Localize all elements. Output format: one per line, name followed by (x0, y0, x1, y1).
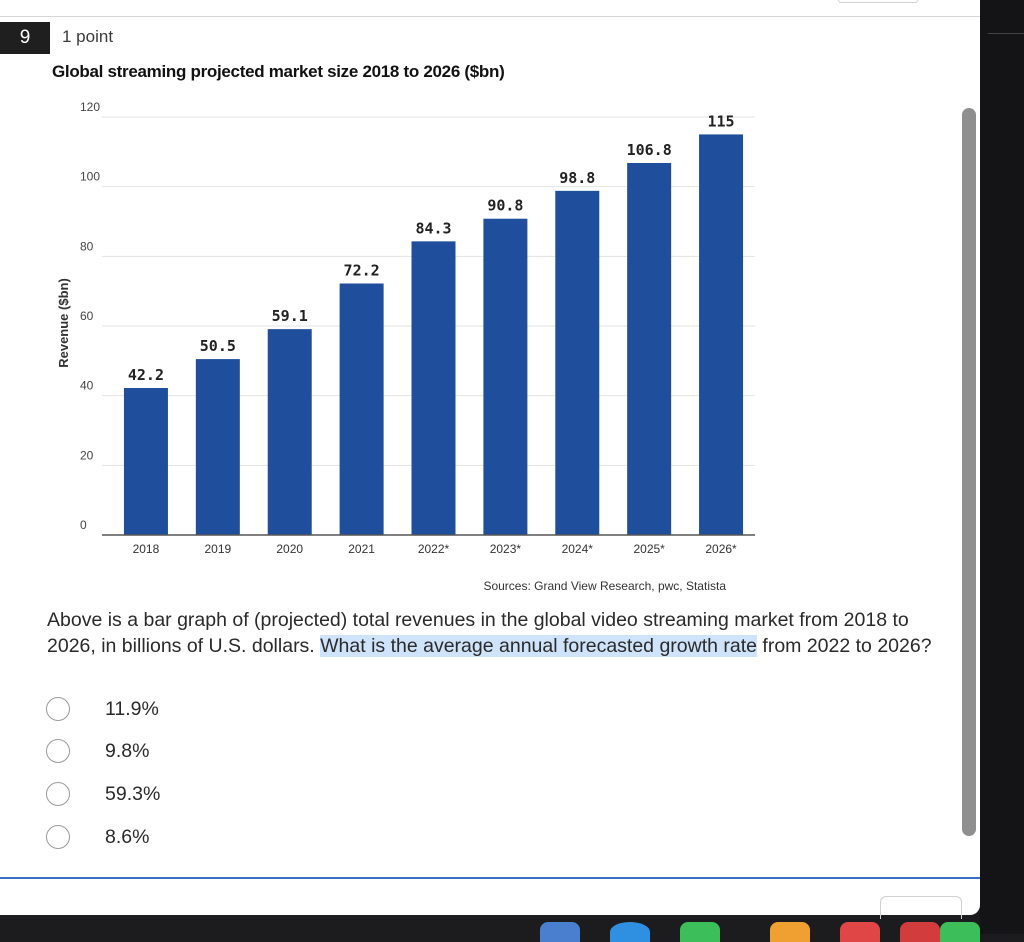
dock-app-icon[interactable] (900, 922, 940, 942)
bottom-tab[interactable] (880, 896, 962, 919)
x-tick-label: 2025* (633, 542, 665, 556)
question-text-before: Above is a bar graph of (projected) tota… (47, 609, 909, 657)
bar-value-label: 98.8 (559, 169, 595, 187)
chart-bars (123, 134, 744, 536)
bar-2020 (267, 329, 312, 535)
radio-button[interactable] (46, 825, 70, 849)
question-number-badge: 9 (0, 22, 50, 54)
answer-option-label: 59.3% (105, 782, 161, 805)
answer-option-1[interactable]: 11.9% (46, 694, 159, 724)
x-tick-label: 2019 (204, 542, 231, 556)
right-panel-divider (988, 33, 1024, 34)
bar-2026 (699, 134, 744, 535)
scrollbar-thumb[interactable] (962, 108, 976, 836)
dock-app-icon[interactable] (840, 922, 880, 942)
bar-2024 (555, 190, 600, 535)
chart-title: Global streaming projected market size 2… (52, 62, 505, 81)
x-axis-ticks: 2018 2019 2020 2021 2022* 2023* 2024* 2025* 2026… (133, 542, 737, 556)
chart-source: Sources: Grand View Research, pwc, Stati… (483, 579, 726, 593)
bar-value-label: 42.2 (128, 366, 164, 384)
bar-value-label: 115 (708, 112, 735, 130)
dock-app-icon[interactable] (610, 922, 650, 942)
answer-option-label: 11.9% (105, 697, 159, 720)
bar-2023 (483, 218, 528, 536)
radio-button[interactable] (46, 782, 70, 806)
question-bottom-divider (0, 877, 980, 879)
x-tick-label: 2020 (276, 542, 303, 556)
y-tick-label: 0 (80, 518, 87, 532)
dock (540, 918, 980, 942)
right-window-edge (980, 0, 1024, 934)
answer-option-label: 8.6% (105, 825, 150, 848)
question-points: 1 point (62, 27, 114, 46)
bar-value-label: 59.1 (272, 307, 308, 325)
radio-button[interactable] (46, 697, 70, 721)
x-tick-label: 2026* (705, 542, 737, 556)
bar-2021 (339, 283, 384, 535)
y-tick-label: 120 (80, 100, 100, 114)
answer-option-3[interactable]: 59.3% (46, 779, 160, 809)
question-text-after: from 2022 to 2026? (757, 635, 932, 657)
x-tick-label: 2021 (348, 542, 375, 556)
dock-app-icon[interactable] (770, 922, 810, 942)
answer-option-2[interactable]: 9.8% (46, 736, 149, 766)
dock-app-icon[interactable] (940, 922, 980, 942)
x-tick-label: 2024* (562, 542, 594, 556)
question-text: Above is a bar graph of (projected) tota… (47, 607, 962, 659)
bar-2018 (123, 388, 168, 535)
radio-button[interactable] (46, 739, 70, 763)
bar-2022 (411, 241, 456, 536)
answer-option-4[interactable]: 8.6% (46, 822, 149, 852)
x-tick-label: 2022* (418, 542, 450, 556)
bar-chart: 0 20 40 60 80 100 120 42.2 50.5 59.1 72.2 84.3 90.8… (56, 100, 755, 593)
y-tick-label: 40 (80, 379, 94, 393)
bar-value-label: 84.3 (415, 219, 451, 237)
y-axis-ticks: 0 20 40 60 80 100 120 (80, 100, 100, 532)
answer-option-label: 9.8% (105, 739, 150, 762)
top-divider (0, 16, 980, 17)
bar-value-label: 72.2 (344, 262, 380, 280)
bar-value-label: 90.8 (487, 197, 523, 215)
bar-value-labels: 42.2 50.5 59.1 72.2 84.3 90.8 98.8 106.8 115 (128, 112, 735, 384)
y-tick-label: 100 (80, 170, 100, 184)
dock-app-icon[interactable] (540, 922, 580, 942)
dock-app-icon[interactable] (680, 922, 720, 942)
y-tick-label: 60 (80, 309, 94, 323)
bar-2019 (195, 359, 240, 535)
y-tick-label: 20 (80, 448, 94, 462)
quiz-page: 9 1 point Global streaming projected mar… (0, 0, 980, 919)
y-axis-label: Revenue ($bn) (56, 278, 71, 368)
question-text-highlighted: What is the average annual forecasted gr… (320, 635, 757, 657)
y-tick-label: 80 (80, 239, 94, 253)
bar-value-label: 50.5 (200, 337, 236, 355)
bar-value-label: 106.8 (627, 141, 672, 159)
x-tick-label: 2023* (490, 542, 522, 556)
bar-2025 (627, 162, 672, 535)
x-tick-label: 2018 (133, 542, 160, 556)
top-tab[interactable] (838, 0, 918, 3)
